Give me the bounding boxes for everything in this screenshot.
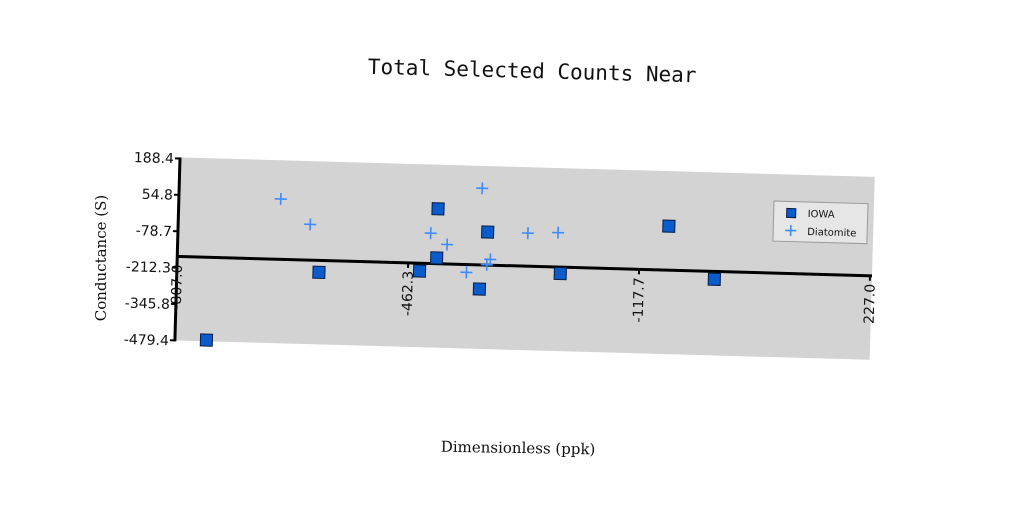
point-iowa <box>200 334 212 346</box>
point-iowa <box>432 203 444 215</box>
x-tick-label: 227.0 <box>862 284 879 325</box>
legend-label-diatomite: Diatomite <box>807 227 857 239</box>
x-axis-label: Dimensionless (ppk) <box>441 438 596 459</box>
x-tick-label: -117.7 <box>631 277 648 323</box>
legend-label-iowa: IOWA <box>808 209 835 221</box>
y-tick-label: -78.7 <box>135 223 172 240</box>
point-iowa <box>413 265 425 277</box>
x-tick-label: -462.3 <box>400 271 417 317</box>
y-tick-label: -479.4 <box>124 332 170 349</box>
y-tick-label: 188.4 <box>134 150 175 167</box>
point-iowa <box>663 220 675 232</box>
legend-marker-iowa <box>787 208 796 217</box>
point-iowa <box>431 252 443 264</box>
point-iowa <box>473 283 485 295</box>
y-tick-label: -212.3 <box>126 259 172 276</box>
point-iowa <box>313 266 325 278</box>
x-tick-label: -807.0 <box>169 264 186 310</box>
chart-title: Total Selected Counts Near <box>368 55 697 88</box>
point-iowa <box>554 267 566 279</box>
y-tick-label: 54.8 <box>142 187 174 204</box>
y-tick-label: -345.8 <box>125 296 171 313</box>
point-iowa <box>482 226 494 238</box>
point-iowa <box>708 273 720 285</box>
y-axis-label: Conductance (S) <box>92 195 110 322</box>
legend: IOWA Diatomite <box>773 201 868 244</box>
